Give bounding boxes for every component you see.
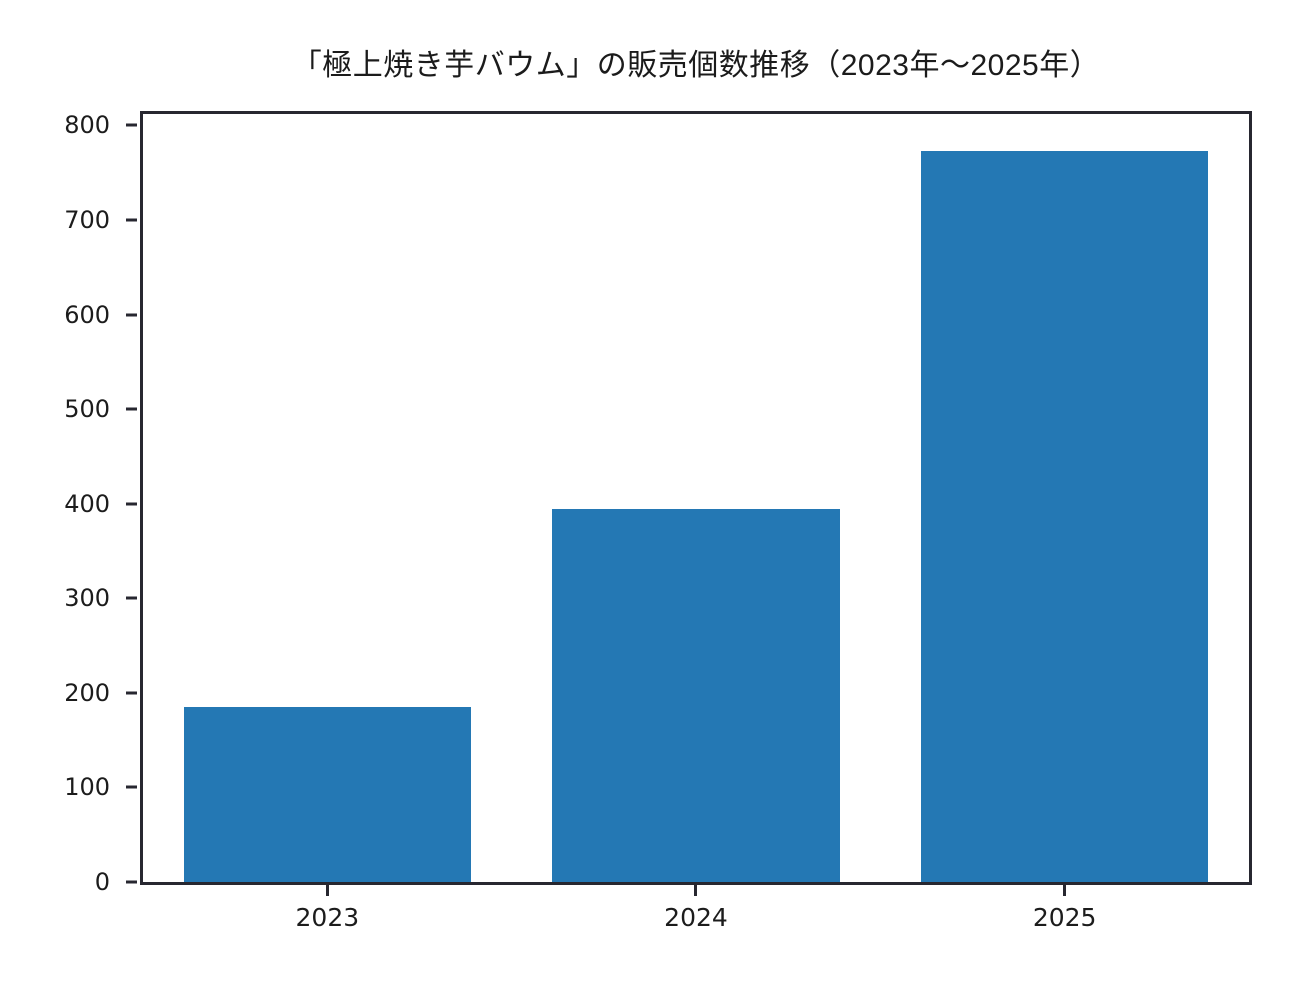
y-tick-label: 400 [64,489,110,518]
chart-title: 「極上焼き芋バウム」の販売個数推移（2023年～2025年） [291,49,1101,82]
y-tick-mark [126,502,137,506]
y-tick-mark [126,407,137,411]
x-tick-label: 2023 [295,903,360,932]
x-tick-label: 2024 [664,903,728,932]
y-tick-mark [126,785,137,789]
bar-slot [880,114,1249,882]
y-tick-mark [126,123,137,127]
y-tick-mark [126,691,137,695]
x-tick: 2024 [512,885,881,945]
y-tick-label: 500 [64,395,110,424]
y-tick-label: 100 [64,773,110,802]
bar-2025 [920,150,1209,882]
y-tick-label: 700 [64,205,110,234]
x-tick: 2023 [143,885,512,945]
y-tick-mark [126,313,137,317]
y-tick-mark [126,880,137,884]
bar-slot [143,114,512,882]
bars-container [143,114,1249,882]
y-tick-mark [126,218,137,222]
x-axis: 2023 2024 2025 [143,885,1249,945]
x-tick: 2025 [880,885,1249,945]
y-tick-label: 800 [64,111,110,140]
bar-slot [512,114,881,882]
y-tick-label: 300 [64,584,110,613]
bar-2023 [183,707,472,882]
y-tick-label: 0 [94,868,110,896]
x-tick-label: 2025 [1032,903,1097,932]
y-axis: 0 100 200 300 400 500 600 700 800 [0,111,140,896]
y-tick-label: 600 [64,300,110,329]
y-tick-label: 200 [64,678,110,707]
x-tick-mark [325,885,329,896]
x-tick-mark [1063,885,1067,896]
x-tick-mark [694,885,698,896]
y-tick-mark [126,596,137,600]
plot-area [140,111,1252,885]
bar-2024 [552,509,840,882]
